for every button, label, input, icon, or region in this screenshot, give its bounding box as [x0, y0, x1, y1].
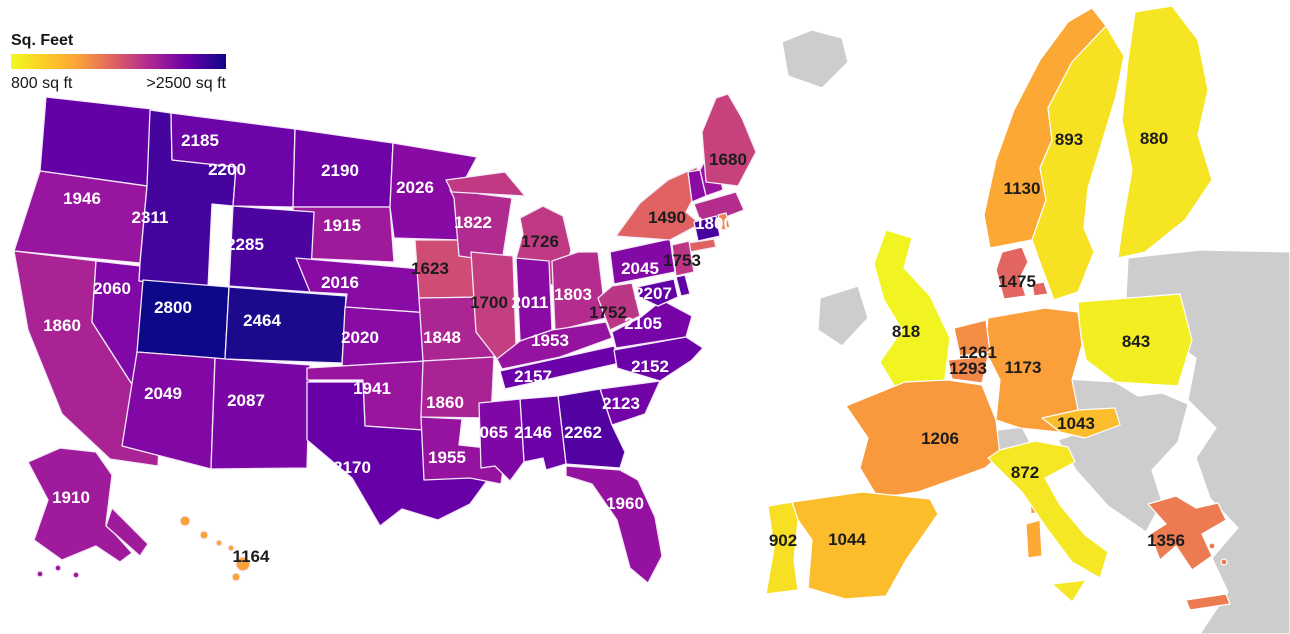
legend: Sq. Feet 800 sq ft >2500 sq ft [11, 32, 227, 92]
state-hawaii-island [227, 544, 235, 552]
state-kentucky [496, 321, 613, 370]
state-alaska-aleutian-island [54, 564, 62, 572]
state-hawaii-island [215, 539, 223, 547]
country-france [845, 379, 1001, 499]
country-spain [791, 491, 939, 600]
country-denmark [995, 246, 1029, 300]
state-delaware [675, 274, 691, 297]
us-map [13, 93, 757, 584]
country-greece [1147, 495, 1227, 571]
aegean-island [1208, 542, 1216, 550]
state-new-jersey [671, 240, 695, 277]
state-oregon [13, 170, 148, 264]
country-italy [987, 440, 1109, 579]
country-sweden [1031, 25, 1125, 301]
europe-map [765, 5, 1290, 634]
state-florida [565, 465, 663, 584]
aegean-island [1220, 558, 1228, 566]
state-massachusetts [693, 191, 745, 227]
state-alaska-panhandle [105, 507, 149, 557]
state-wyoming [228, 205, 315, 293]
island-sardinia [1025, 519, 1043, 559]
state-ohio [551, 251, 607, 332]
state-west-virginia [597, 282, 641, 331]
state-washington [39, 96, 153, 187]
state-texas [306, 381, 498, 527]
state-alaska [27, 447, 133, 563]
state-alaska-aleutian-island [72, 571, 80, 579]
state-north-dakota [292, 128, 394, 208]
legend-max-label: >2500 sq ft [146, 75, 226, 92]
state-rhode-island [717, 212, 731, 231]
state-utah [136, 279, 230, 360]
state-maine [701, 93, 757, 187]
state-hawaii-island [179, 515, 191, 527]
state-michigan-upper [445, 171, 526, 197]
state-alabama [519, 395, 567, 471]
state-maryland [636, 278, 679, 307]
country-netherlands [953, 319, 991, 357]
state-alaska-aleutian-island [36, 570, 44, 578]
state-kansas [341, 306, 431, 367]
state-colorado [224, 286, 347, 364]
state-hawaii-island [199, 530, 209, 540]
country-iceland [781, 29, 849, 89]
country-united-kingdom [873, 229, 951, 393]
state-new-york-long-island [687, 238, 717, 253]
state-indiana [515, 257, 553, 342]
state-new-mexico [210, 357, 311, 470]
country-belgium [947, 355, 989, 384]
legend-gradient-bar [11, 54, 226, 69]
country-ireland [817, 285, 869, 347]
country-finland [1117, 5, 1213, 259]
state-pennsylvania [609, 238, 676, 285]
state-north-carolina [613, 336, 704, 382]
state-hawaii-island [231, 572, 241, 582]
country-denmark-islands [1031, 281, 1049, 297]
state-connecticut [693, 215, 721, 242]
country-portugal [765, 501, 799, 595]
state-virginia [611, 299, 693, 349]
state-wisconsin [449, 189, 513, 263]
state-mississippi [478, 398, 525, 482]
state-hawaii-island [235, 556, 251, 572]
island-crete [1185, 593, 1231, 611]
state-new-york [615, 166, 701, 241]
legend-min-label: 800 sq ft [11, 75, 73, 92]
country-austria [1041, 407, 1121, 439]
legend-title: Sq. Feet [11, 32, 74, 49]
island-sicily [1051, 579, 1087, 603]
country-poland [1077, 293, 1193, 387]
